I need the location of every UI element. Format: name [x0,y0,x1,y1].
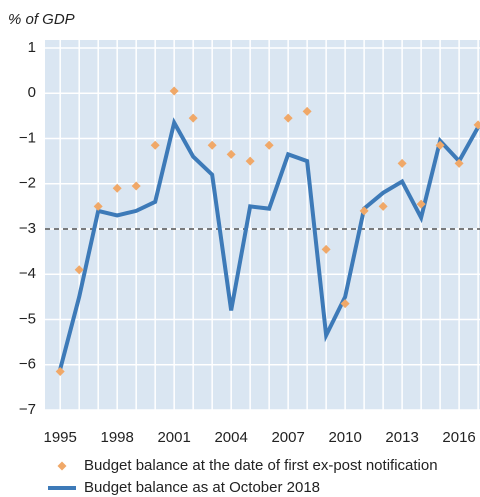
point [207,140,217,150]
y-tick-label: −7 [19,401,36,418]
point [435,140,445,150]
point [359,206,369,216]
point [226,149,236,159]
point [321,244,331,254]
point [131,181,141,191]
y-tick-label: −6 [19,356,36,373]
point [302,106,312,116]
legend-marker [57,461,67,471]
point [397,158,407,168]
legend-label: Budget balance as at October 2018 [84,479,320,496]
point [55,367,65,377]
y-tick-label: 1 [28,39,36,56]
series-line [58,117,480,370]
point [378,201,388,211]
y-tick-label: −5 [19,310,36,327]
y-tick-label: −3 [19,220,36,237]
x-tick-label: 2013 [385,429,418,446]
y-tick-label: −4 [19,265,36,282]
point [473,120,480,130]
point [454,158,464,168]
point [416,199,426,209]
point [93,201,103,211]
y-tick-label: −1 [19,129,36,146]
x-tick-label: 2010 [328,429,361,446]
point [264,140,274,150]
point [169,86,179,96]
x-tick-label: 1995 [44,429,77,446]
legend-label: Budget balance at the date of first ex-p… [84,457,438,474]
x-tick-label: 2001 [157,429,190,446]
point [245,156,255,166]
x-tick-label: 2004 [214,429,247,446]
point [340,299,350,309]
y-axis-label: % of GDP [8,11,75,28]
point [150,140,160,150]
point [188,113,198,123]
plot-background [45,40,480,410]
point [112,183,122,193]
y-tick-label: −2 [19,175,36,192]
x-tick-label: 2016 [442,429,475,446]
point [283,113,293,123]
y-tick-label: 0 [28,84,36,101]
x-tick-label: 2007 [271,429,304,446]
point [74,265,84,275]
x-tick-label: 1998 [100,429,133,446]
